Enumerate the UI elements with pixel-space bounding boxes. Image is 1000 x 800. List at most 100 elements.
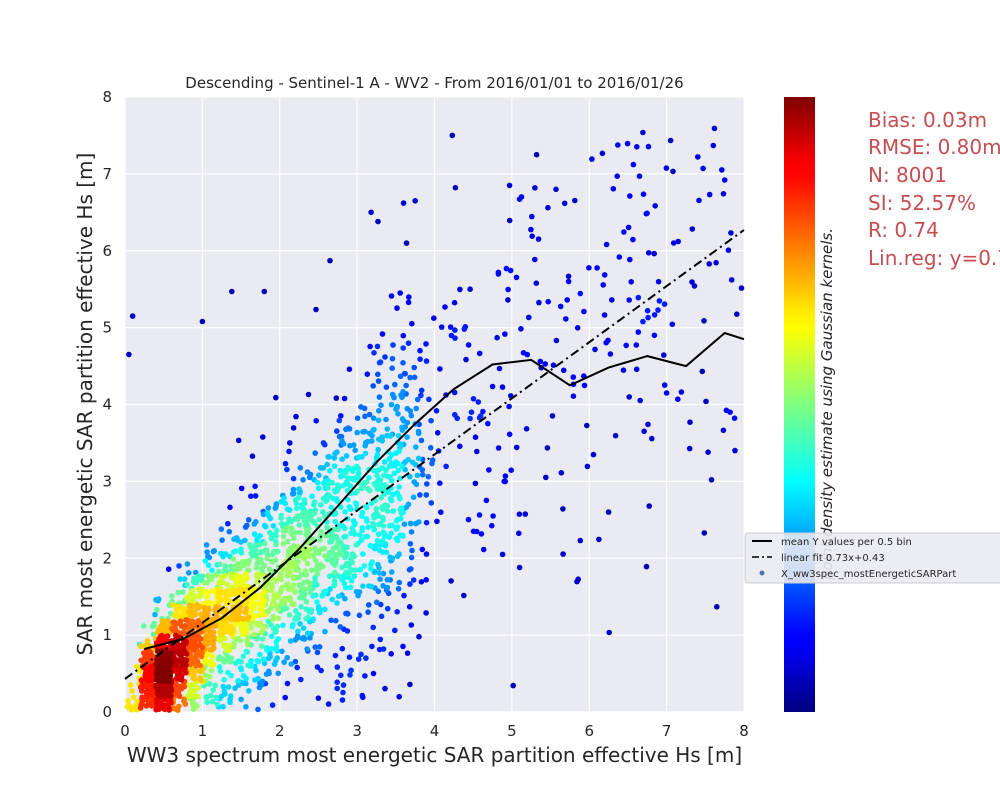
scatter-point xyxy=(727,409,733,416)
scatter-point xyxy=(393,450,399,456)
scatter-point xyxy=(386,463,393,470)
scatter-point xyxy=(285,586,292,592)
scatter-point xyxy=(362,443,369,449)
scatter-point xyxy=(344,628,351,634)
scatter-point xyxy=(465,516,472,523)
scatter-point xyxy=(347,569,353,575)
scatter-point xyxy=(489,522,495,529)
scatter-point xyxy=(560,551,566,557)
scatter-point xyxy=(298,676,304,683)
scatter-point xyxy=(361,480,368,486)
scatter-point xyxy=(385,473,391,480)
scatter-point xyxy=(383,416,389,423)
scatter-point xyxy=(353,474,360,481)
scatter-point xyxy=(581,382,588,389)
scatter-point xyxy=(139,688,145,694)
scatter-point xyxy=(178,676,185,683)
scatter-point xyxy=(126,351,132,358)
scatter-point xyxy=(223,607,229,613)
scatter-point xyxy=(382,354,388,360)
scatter-point xyxy=(292,497,299,503)
scatter-point xyxy=(204,641,211,648)
scatter-point xyxy=(419,546,426,553)
scatter-point xyxy=(174,657,181,663)
scatter-point xyxy=(398,392,404,398)
scatter-point xyxy=(423,519,430,526)
scatter-point xyxy=(179,630,186,636)
y-tick-label: 8 xyxy=(102,88,112,106)
scatter-point xyxy=(292,637,299,643)
scatter-point xyxy=(229,288,235,295)
scatter-point xyxy=(536,299,542,306)
scatter-point xyxy=(594,265,600,271)
scatter-point xyxy=(381,459,388,465)
x-tick-label: 4 xyxy=(430,722,440,740)
scatter-point xyxy=(584,463,591,470)
scatter-point xyxy=(528,226,534,233)
scatter-point xyxy=(366,583,372,589)
scatter-point xyxy=(645,250,652,256)
scatter-point xyxy=(205,591,211,597)
scatter-point xyxy=(404,650,411,656)
scatter-point xyxy=(377,636,384,643)
scatter-point xyxy=(394,524,401,530)
scatter-point xyxy=(533,280,540,287)
scatter-point xyxy=(645,143,652,150)
scatter-point xyxy=(373,543,379,549)
scatter-point xyxy=(261,288,268,295)
x-axis-label: WW3 spectrum most energetic SAR partitio… xyxy=(127,743,742,767)
scatter-point xyxy=(314,570,320,577)
scatter-point xyxy=(315,606,322,613)
scatter-point xyxy=(265,618,272,625)
scatter-point xyxy=(651,250,657,257)
scatter-point xyxy=(369,643,375,650)
y-axis-label: SAR most energetic SAR partition effecti… xyxy=(73,153,97,656)
scatter-point xyxy=(209,698,216,705)
scatter-point xyxy=(375,531,382,538)
scatter-point xyxy=(216,629,223,636)
scatter-point xyxy=(365,609,371,615)
scatter-point xyxy=(203,695,210,701)
scatter-point xyxy=(429,457,436,463)
scatter-point xyxy=(290,574,297,580)
scatter-point xyxy=(210,687,216,693)
scatter-point xyxy=(261,540,268,547)
scatter-point xyxy=(513,444,520,451)
scatter-point xyxy=(645,421,651,428)
scatter-point xyxy=(535,236,542,242)
scatter-point xyxy=(335,593,342,600)
scatter-point xyxy=(227,642,233,649)
scatter-point xyxy=(280,622,286,629)
scatter-point xyxy=(494,334,500,341)
scatter-point xyxy=(396,693,403,700)
scatter-point xyxy=(290,582,297,588)
scatter-point xyxy=(313,558,319,564)
scatter-point xyxy=(288,661,295,667)
scatter-point xyxy=(127,682,134,688)
scatter-point xyxy=(518,326,524,332)
scatter-point xyxy=(274,527,280,534)
scatter-point xyxy=(526,314,532,321)
scatter-point xyxy=(417,347,423,354)
scatter-point xyxy=(253,667,259,674)
scatter-point xyxy=(532,185,538,191)
scatter-point xyxy=(477,413,484,419)
scatter-point xyxy=(323,533,329,539)
scatter-point xyxy=(261,612,268,618)
scatter-point xyxy=(318,529,325,535)
scatter-point xyxy=(610,186,617,192)
scatter-point xyxy=(149,673,155,679)
scatter-point xyxy=(220,703,226,710)
scatter-point xyxy=(243,600,249,607)
scatter-point xyxy=(374,473,381,479)
scatter-point xyxy=(405,299,412,306)
scatter-point xyxy=(238,561,244,568)
scatter-point xyxy=(407,408,414,414)
scatter-point xyxy=(577,290,584,297)
scatter-point xyxy=(670,240,677,246)
scatter-point xyxy=(485,420,491,427)
scatter-point xyxy=(397,373,404,380)
scatter-point xyxy=(376,570,383,576)
scatter-point xyxy=(236,609,242,616)
scatter-point xyxy=(451,299,458,306)
